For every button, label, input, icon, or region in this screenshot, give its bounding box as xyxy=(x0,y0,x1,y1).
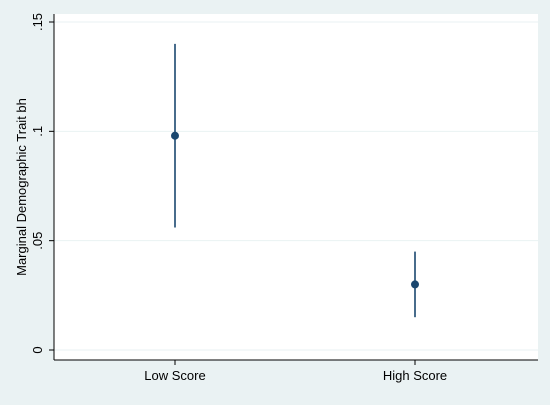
x-tick-label-0: Low Score xyxy=(144,368,205,383)
plot-area xyxy=(54,14,538,360)
point-estimate-1 xyxy=(411,280,419,289)
y-tick-label-0: 0 xyxy=(30,346,45,353)
x-axis-ticks: Low Score High Score xyxy=(144,360,447,383)
y-tick-label-3: .15 xyxy=(30,13,45,31)
point-estimate-0 xyxy=(171,131,179,140)
y-tick-label-1: .05 xyxy=(30,232,45,250)
gridlines xyxy=(54,21,538,351)
x-tick-label-1: High Score xyxy=(383,368,447,383)
y-axis-ticks: 0 .05 .1 .15 xyxy=(30,13,54,354)
y-tick-label-2: .1 xyxy=(30,126,45,137)
y-axis-title: Marginal Demographic Trait bh xyxy=(14,98,29,276)
series-markers xyxy=(171,43,419,318)
